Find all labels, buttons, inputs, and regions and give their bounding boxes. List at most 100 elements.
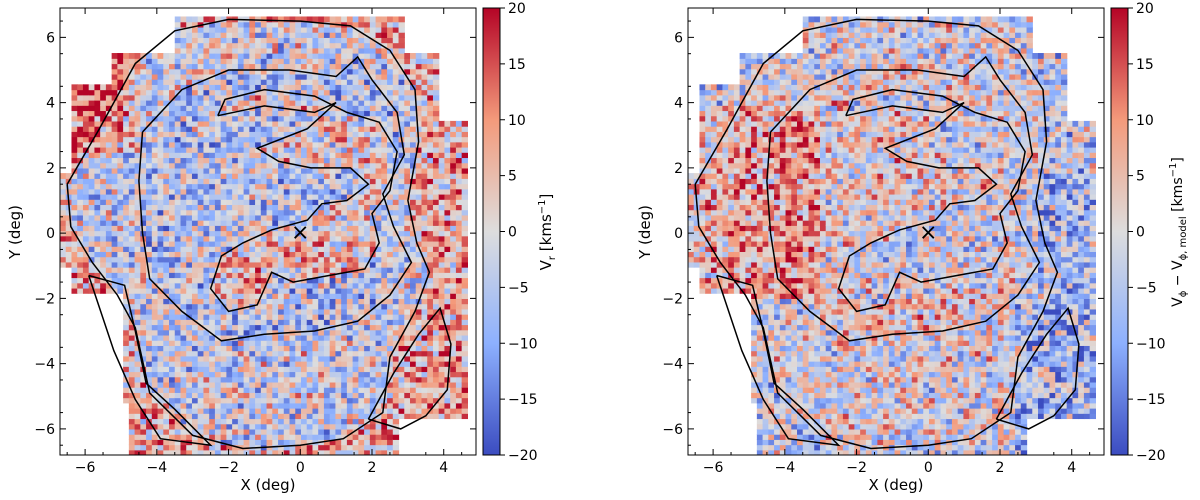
heatmap-cell xyxy=(180,381,187,388)
heatmap-cell xyxy=(369,434,377,440)
heatmap-cell xyxy=(243,293,250,299)
heatmap-cell xyxy=(88,220,96,226)
heatmap-cell xyxy=(369,89,377,96)
heatmap-cell xyxy=(283,32,291,38)
heatmap-cell xyxy=(214,204,222,211)
heatmap-cell xyxy=(335,115,342,122)
heatmap-cell xyxy=(191,199,199,206)
heatmap-cell xyxy=(358,58,365,65)
heatmap-cell xyxy=(71,105,78,112)
heatmap-cell xyxy=(169,240,176,247)
heatmap-cell xyxy=(209,319,216,326)
heatmap-cell xyxy=(226,68,233,75)
heatmap-cell xyxy=(375,89,382,96)
heatmap-cell xyxy=(341,376,348,383)
heatmap-cell xyxy=(191,115,199,122)
heatmap-cell xyxy=(157,267,164,273)
heatmap-cell xyxy=(295,246,302,252)
heatmap-cell xyxy=(128,397,136,404)
heatmap-cell xyxy=(243,173,250,179)
heatmap-cell xyxy=(191,42,199,49)
heatmap-cell xyxy=(318,94,325,101)
heatmap-cell xyxy=(123,136,130,143)
heatmap-cell xyxy=(364,79,371,85)
heatmap-cell xyxy=(157,439,164,446)
heatmap-cell xyxy=(323,193,331,200)
heatmap-cell xyxy=(329,371,337,378)
heatmap-cell xyxy=(283,418,291,425)
heatmap-cell xyxy=(220,58,227,65)
heatmap-cell xyxy=(100,214,107,221)
heatmap-cell xyxy=(105,100,113,106)
heatmap-cell xyxy=(306,183,314,190)
heatmap-cell xyxy=(266,131,273,138)
heatmap-cell xyxy=(209,334,216,341)
heatmap-cell xyxy=(358,371,365,378)
heatmap-cell xyxy=(295,178,302,185)
heatmap-cell xyxy=(450,345,457,352)
heatmap-cell xyxy=(237,167,245,174)
heatmap-cell xyxy=(209,204,216,211)
heatmap-cell xyxy=(226,272,233,279)
heatmap-cell xyxy=(369,105,377,112)
heatmap-cell xyxy=(232,277,239,284)
heatmap-cell xyxy=(283,152,291,159)
heatmap-cell xyxy=(266,287,273,294)
heatmap-cell xyxy=(415,204,423,211)
heatmap-cell xyxy=(421,381,428,388)
heatmap-cell xyxy=(352,21,359,28)
heatmap-cell xyxy=(77,141,84,148)
heatmap-cell xyxy=(111,209,118,216)
heatmap-cell xyxy=(283,366,291,373)
heatmap-cell xyxy=(432,105,440,112)
heatmap-cell xyxy=(335,178,342,185)
heatmap-cell xyxy=(203,428,210,435)
heatmap-cell xyxy=(191,387,199,393)
heatmap-cell xyxy=(220,115,227,122)
heatmap-cell xyxy=(157,141,164,148)
heatmap-cell xyxy=(306,162,314,169)
heatmap-cell xyxy=(329,413,337,420)
heatmap-cell xyxy=(157,63,164,70)
heatmap-cell xyxy=(318,32,325,38)
heatmap-cell xyxy=(266,37,273,44)
heatmap-cell xyxy=(335,334,342,341)
heatmap-cell xyxy=(266,120,273,127)
heatmap-cell xyxy=(151,334,159,341)
heatmap-cell xyxy=(392,178,400,185)
heatmap-cell xyxy=(260,115,268,122)
heatmap-cell xyxy=(88,100,96,106)
heatmap-cell xyxy=(237,89,245,96)
heatmap-cell xyxy=(289,32,296,38)
heatmap-cell xyxy=(278,47,285,54)
heatmap-cell xyxy=(180,402,187,409)
heatmap-cell xyxy=(346,251,354,258)
heatmap-cell xyxy=(243,47,250,54)
heatmap-cell xyxy=(255,152,262,159)
heatmap-cell xyxy=(283,439,291,446)
heatmap-cell xyxy=(197,381,205,388)
heatmap-cell xyxy=(427,157,434,164)
heatmap-cell xyxy=(323,240,331,247)
heatmap-cell xyxy=(329,287,337,294)
heatmap-cell xyxy=(432,308,440,315)
heatmap-cell xyxy=(392,209,400,216)
heatmap-cell xyxy=(111,282,118,289)
heatmap-cell xyxy=(300,376,308,383)
heatmap-cell xyxy=(375,53,382,59)
heatmap-cell xyxy=(214,277,222,284)
heatmap-cell xyxy=(151,371,159,378)
heatmap-cell xyxy=(60,225,67,232)
heatmap-cell xyxy=(346,193,354,200)
heatmap-cell xyxy=(111,272,118,279)
heatmap-cell xyxy=(300,152,308,159)
heatmap-cell xyxy=(151,413,159,420)
heatmap-cell xyxy=(421,246,428,252)
heatmap-cell xyxy=(169,319,176,326)
heatmap-cell xyxy=(323,199,331,206)
heatmap-cell xyxy=(214,199,222,206)
heatmap-cell xyxy=(237,84,245,91)
heatmap-cell xyxy=(306,146,314,153)
heatmap-cell xyxy=(197,230,205,237)
heatmap-cell xyxy=(312,47,319,54)
